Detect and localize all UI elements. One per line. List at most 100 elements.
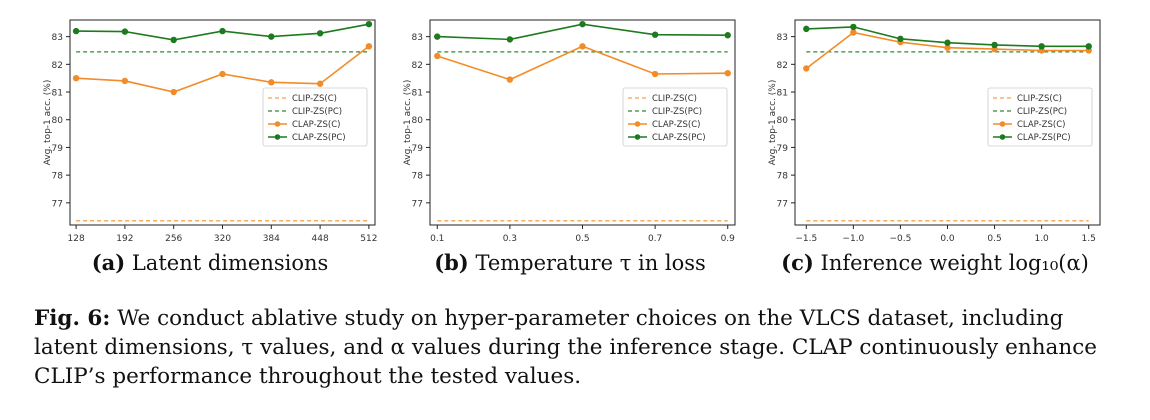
- subcaption-title: Temperature τ in loss: [475, 251, 706, 275]
- x-tick-label: 384: [263, 234, 280, 244]
- legend-label-clip-zs-c: CLIP-ZS(C): [652, 94, 697, 104]
- x-tick-label: −1.0: [842, 234, 864, 244]
- y-tick-label: 83: [777, 33, 788, 43]
- series-point-clap-zs-c: [365, 43, 373, 50]
- series-point-clap-zs-c: [121, 77, 129, 85]
- series-point-clap-zs-pc: [850, 23, 857, 31]
- x-tick-label: 0.1: [430, 234, 444, 244]
- legend-marker-clap-zs-pc: [274, 134, 281, 140]
- chart-temperature: 77 78 79 80 81 82 83 0.1 0.3 0.5 0.7 0.9 Avg. top-1 …: [403, 19, 736, 244]
- series-point-clap-zs-c: [316, 80, 324, 87]
- series-point-clap-zs-pc: [991, 41, 998, 49]
- series-point-clap-zs-pc: [219, 27, 226, 35]
- series-point-clap-zs-pc: [803, 25, 810, 33]
- subcaption-temperature: (b) Temperature τ in loss: [400, 250, 740, 275]
- y-tick-label: 79: [52, 144, 64, 154]
- legend-label-clap-zs-c: CLAP-ZS(C): [292, 120, 340, 130]
- chart-panel-inference-weight: 77 78 79 80 81 82 83 −1.5 −1.0 −0.5 0.0 0.5 1.0 1.5 Av…: [765, 8, 1105, 278]
- x-tick-label: 0.0: [940, 234, 955, 244]
- series-point-clap-zs-pc: [268, 33, 275, 40]
- subcaption-label: (a): [91, 250, 126, 275]
- series-point-clap-zs-c: [219, 70, 226, 78]
- series-point-clap-zs-pc: [944, 39, 951, 46]
- chart-panel-temperature: 77 78 79 80 81 82 83 0.1 0.3 0.5 0.7 0.9 Avg. top-1 …: [400, 8, 740, 278]
- series-point-clap-zs-pc: [1085, 43, 1092, 50]
- x-tick-label: 256: [165, 234, 182, 244]
- y-tick-label: 82: [777, 61, 788, 71]
- x-tick-label: 320: [214, 234, 231, 244]
- legend-marker-clap-zs-c: [999, 121, 1006, 127]
- series-point-clap-zs-c: [579, 43, 586, 50]
- legend-box: [622, 87, 728, 147]
- series-point-clap-zs-c: [803, 65, 810, 72]
- chart-panel-latent-dimensions: 77 78 79 80 81 82 83 128 192 256 320 384 448 512 Avg. …: [40, 8, 380, 278]
- legend-label-clap-zs-c: CLAP-ZS(C): [1017, 120, 1065, 130]
- y-tick-label: 78: [52, 172, 64, 182]
- x-tick-label: 448: [312, 234, 329, 244]
- y-axis-label: Avg. top-1 acc. (%): [768, 80, 778, 166]
- series-point-clap-zs-pc: [365, 20, 373, 28]
- series-line-clap-zs-c: [76, 45, 370, 93]
- legend-box: [987, 87, 1093, 147]
- series-point-clap-zs-pc: [434, 33, 441, 40]
- series-point-clap-zs-c: [506, 76, 514, 83]
- legend-marker-clap-zs-pc: [634, 134, 641, 140]
- y-tick-label: 80: [777, 116, 789, 126]
- y-tick-label: 78: [412, 172, 424, 182]
- series-point-clap-zs-pc: [170, 36, 177, 44]
- figure-caption-text: We conduct ablative study on hyper-param…: [34, 306, 1097, 389]
- series-point-clap-zs-pc: [897, 35, 904, 43]
- x-tick-label: 0.3: [503, 234, 517, 244]
- x-tick-label: 1.5: [1082, 234, 1096, 244]
- legend-marker-clap-zs-c: [274, 121, 281, 127]
- subcaption-latent-dimensions: (a) Latent dimensions: [40, 250, 380, 275]
- series-point-clap-zs-pc: [121, 28, 129, 35]
- legend-label-clap-zs-pc: CLAP-ZS(PC): [652, 133, 706, 143]
- series-point-clap-zs-c: [651, 70, 659, 78]
- series-point-clap-zs-pc: [1038, 43, 1045, 50]
- chart-latent-dimensions: 77 78 79 80 81 82 83 128 192 256 320 384 448 512 Avg. …: [43, 19, 377, 244]
- legend-label-clip-zs-pc: CLIP-ZS(PC): [652, 107, 702, 117]
- legend-marker-clap-zs-pc: [999, 134, 1006, 140]
- y-tick-label: 79: [412, 144, 424, 154]
- legend-label-clap-zs-c: CLAP-ZS(C): [652, 120, 700, 130]
- x-tick-label: 192: [116, 234, 133, 244]
- y-tick-label: 83: [412, 33, 423, 43]
- series-point-clap-zs-c: [170, 88, 177, 96]
- series-point-clap-zs-pc: [651, 31, 659, 38]
- y-tick-label: 80: [412, 116, 424, 126]
- x-tick-label: 512: [360, 234, 377, 244]
- y-tick-label: 79: [777, 144, 789, 154]
- series-point-clap-zs-c: [850, 29, 857, 36]
- subcaption-title: Inference weight log₁₀(α): [820, 251, 1089, 275]
- x-tick-label: 0.7: [648, 234, 662, 244]
- legend-label-clap-zs-pc: CLAP-ZS(PC): [1017, 133, 1071, 143]
- series-point-clap-zs-pc: [316, 30, 324, 37]
- legend-marker-clap-zs-c: [634, 121, 641, 127]
- figure-caption: Fig. 6: We conduct ablative study on hyp…: [34, 304, 1124, 391]
- y-tick-label: 81: [52, 89, 63, 99]
- figure-caption-label: Fig. 6:: [34, 306, 111, 331]
- y-tick-label: 80: [52, 116, 64, 126]
- x-tick-label: 0.5: [987, 234, 1001, 244]
- y-tick-label: 82: [412, 61, 423, 71]
- legend-label-clip-zs-pc: CLIP-ZS(PC): [1017, 107, 1067, 117]
- y-tick-label: 81: [412, 89, 423, 99]
- series-point-clap-zs-pc: [579, 20, 586, 28]
- y-tick-label: 78: [777, 172, 789, 182]
- x-tick-label: 128: [68, 234, 85, 244]
- y-tick-label: 77: [777, 199, 788, 209]
- x-tick-label: −0.5: [890, 234, 912, 244]
- series-point-clap-zs-pc: [72, 27, 80, 35]
- y-tick-label: 82: [52, 61, 63, 71]
- series-point-clap-zs-c: [434, 52, 441, 60]
- legend-label-clip-zs-c: CLIP-ZS(C): [1017, 94, 1062, 104]
- legend-label-clip-zs-c: CLIP-ZS(C): [292, 94, 337, 104]
- y-tick-label: 77: [412, 199, 423, 209]
- series-point-clap-zs-c: [268, 79, 275, 86]
- series-point-clap-zs-c: [72, 74, 80, 82]
- legend-label-clip-zs-pc: CLIP-ZS(PC): [292, 107, 342, 117]
- x-tick-label: −1.5: [795, 234, 817, 244]
- subcaption-label: (b): [434, 250, 469, 275]
- y-tick-label: 77: [52, 199, 63, 209]
